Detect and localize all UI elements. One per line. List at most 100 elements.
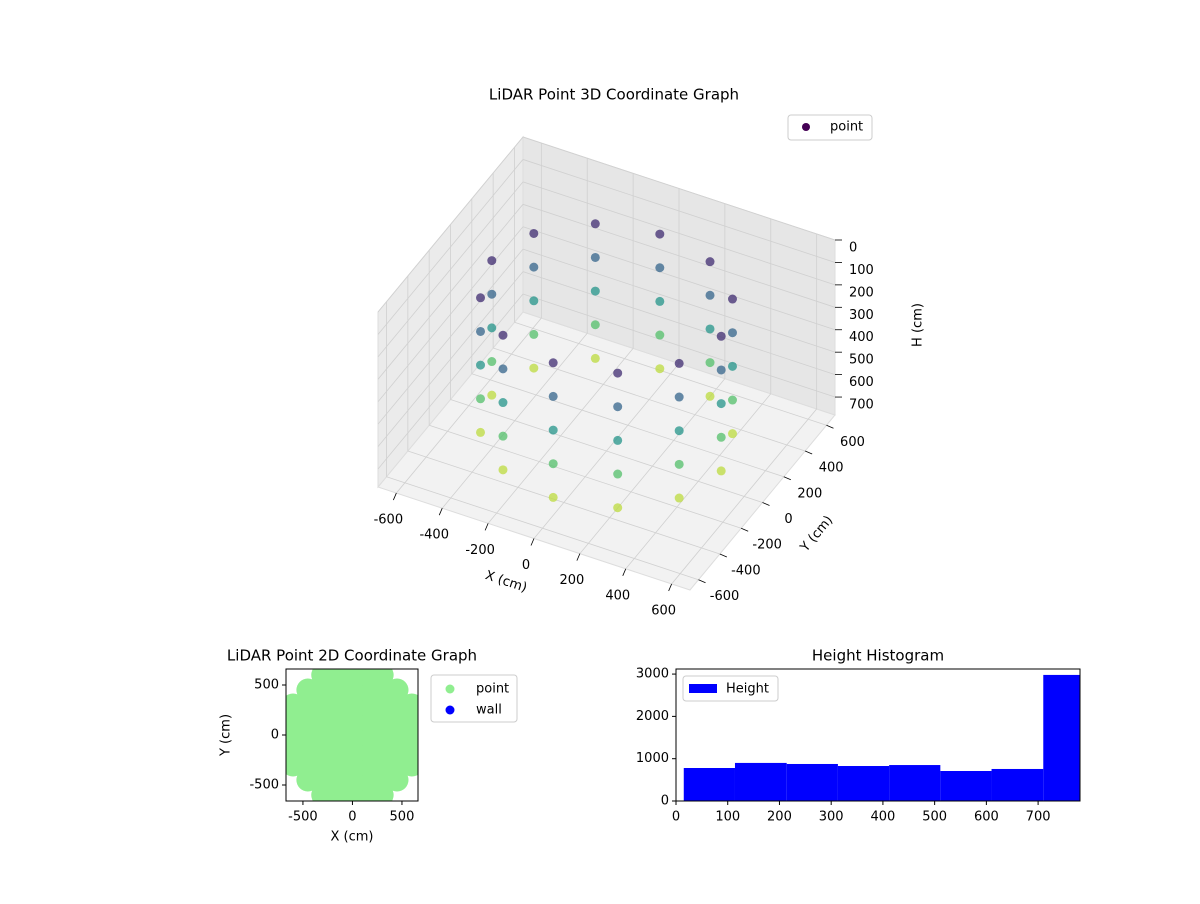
point — [674, 493, 684, 503]
y-tick-label: 500 — [254, 678, 279, 693]
point — [487, 256, 497, 266]
legend-marker — [445, 705, 455, 715]
grid-line — [522, 181, 836, 286]
point — [476, 427, 486, 437]
point — [613, 435, 623, 445]
point — [716, 432, 726, 442]
point — [705, 358, 715, 368]
tick-mark — [392, 492, 397, 501]
x-tick-label: 500 — [922, 810, 947, 825]
grid-line — [522, 248, 836, 353]
legend-box — [787, 114, 873, 141]
point — [674, 426, 684, 436]
y-tick-label: 3000 — [636, 667, 669, 682]
z-tick-label: 400 — [849, 330, 874, 345]
grid-line — [450, 399, 763, 503]
point — [590, 286, 600, 296]
chart-title: Height Histogram — [812, 647, 944, 665]
z-tick-label: 300 — [849, 308, 874, 323]
tick-mark — [438, 508, 443, 516]
point — [705, 324, 715, 334]
point — [548, 358, 558, 368]
tick-mark — [576, 553, 581, 561]
x-tick-label: 400 — [871, 810, 896, 825]
x-tick-label: -600 — [374, 513, 404, 528]
bar — [734, 762, 787, 801]
point — [716, 466, 726, 476]
point — [727, 328, 737, 338]
x-tick-label: -400 — [419, 528, 449, 543]
plot-histogram: Height 0 100 200 300 400 500 600 700 0 1000 2000 300… — [636, 667, 1081, 825]
legend-marker — [802, 123, 810, 131]
grid-line — [377, 226, 524, 402]
y-tick-label: 200 — [797, 486, 822, 501]
grid-line — [377, 271, 524, 447]
x-tick-label: 0 — [348, 810, 356, 825]
tick-mark — [741, 527, 749, 532]
point — [487, 357, 497, 367]
grid-line — [514, 321, 827, 426]
tick-mark — [484, 523, 489, 531]
tick-mark — [826, 424, 834, 429]
point — [727, 395, 737, 405]
y-tick-label: 2000 — [636, 709, 669, 724]
y-tick-label: -600 — [710, 589, 740, 604]
grid-line — [386, 476, 699, 581]
grid-line — [471, 373, 784, 478]
x-tick-label: 100 — [715, 810, 740, 825]
z-tick-label: 700 — [849, 398, 874, 413]
bar — [1043, 674, 1080, 801]
point — [529, 228, 539, 238]
point — [613, 402, 623, 412]
grid-line — [493, 347, 806, 452]
point — [705, 290, 715, 300]
tick-mark — [668, 583, 673, 592]
grid-line — [522, 271, 836, 375]
x-tick-label: 0 — [522, 558, 530, 573]
grid-line — [377, 136, 524, 313]
point — [498, 431, 508, 441]
point — [705, 391, 715, 401]
legend-label: point — [476, 682, 509, 697]
z-tick-label: 100 — [849, 263, 874, 278]
grid-line — [429, 424, 742, 529]
point — [529, 262, 539, 272]
point — [548, 492, 558, 502]
point — [674, 358, 684, 368]
point — [498, 330, 508, 340]
y-tick-label: -400 — [731, 563, 761, 578]
y-tick-label: -200 — [752, 538, 782, 553]
tick-mark — [698, 579, 706, 584]
x-tick-label: -500 — [288, 810, 318, 825]
point — [674, 459, 684, 469]
x-tick-label: 400 — [605, 588, 630, 603]
y-tick-label: 600 — [840, 435, 865, 450]
point — [385, 678, 409, 702]
point — [548, 425, 558, 435]
z-tick-label: 0 — [849, 241, 857, 256]
x-tick-label: 0 — [672, 810, 680, 825]
point — [674, 392, 684, 402]
points — [286, 669, 418, 801]
grid-line — [522, 226, 836, 331]
point — [476, 326, 486, 336]
x-tick-label: 500 — [390, 810, 415, 825]
point — [529, 329, 539, 339]
grid-line — [377, 293, 524, 470]
point — [590, 252, 600, 262]
bar — [889, 765, 941, 801]
legend-marker — [689, 684, 717, 693]
chart-title: LiDAR Point 3D Coordinate Graph — [489, 86, 739, 104]
point — [716, 365, 726, 375]
point — [655, 263, 665, 273]
point — [548, 459, 558, 469]
point — [705, 257, 715, 267]
point — [529, 296, 539, 306]
axes-frame — [675, 668, 1081, 802]
point — [727, 429, 737, 439]
y-tick-label: 0 — [784, 512, 792, 527]
point — [655, 364, 665, 374]
z-tick-label: 200 — [849, 285, 874, 300]
legend-label: Height — [726, 682, 769, 697]
